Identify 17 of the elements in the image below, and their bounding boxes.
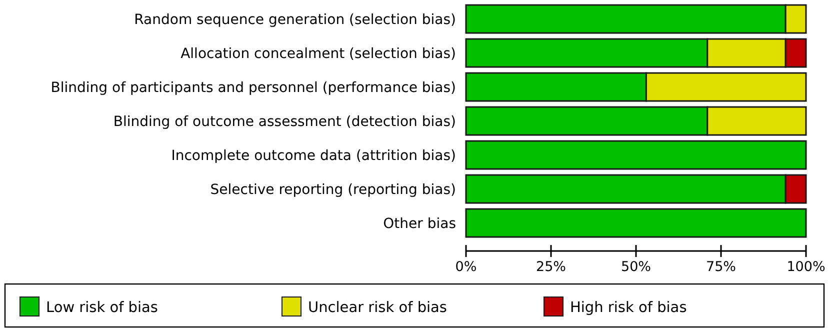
bar xyxy=(465,140,807,170)
x-tick-label: 75% xyxy=(706,259,736,275)
y-tick-label: Allocation concealment (selection bias) xyxy=(180,46,456,62)
x-tick-label: 100% xyxy=(786,259,826,275)
legend-label: Unclear risk of bias xyxy=(308,300,447,316)
x-tick-label: 0% xyxy=(455,259,477,275)
x-tick-label: 50% xyxy=(620,259,652,275)
bar xyxy=(465,208,807,238)
x-tick-label: 25% xyxy=(536,259,566,275)
y-tick-label: Incomplete outcome data (attrition bias) xyxy=(171,148,456,164)
y-tick-label: Blinding of outcome assessment (detection bias) xyxy=(113,114,456,130)
y-tick-label: Random sequence generation (selection bias) xyxy=(134,12,456,28)
legend-label: High risk of bias xyxy=(570,300,687,316)
y-tick-label: Other bias xyxy=(383,216,456,232)
legend-label: Low risk of bias xyxy=(46,300,158,316)
y-tick-label: Selective reporting (reporting bias) xyxy=(210,182,456,198)
y-tick-label: Blinding of participants and personnel (performance bias) xyxy=(50,80,456,96)
